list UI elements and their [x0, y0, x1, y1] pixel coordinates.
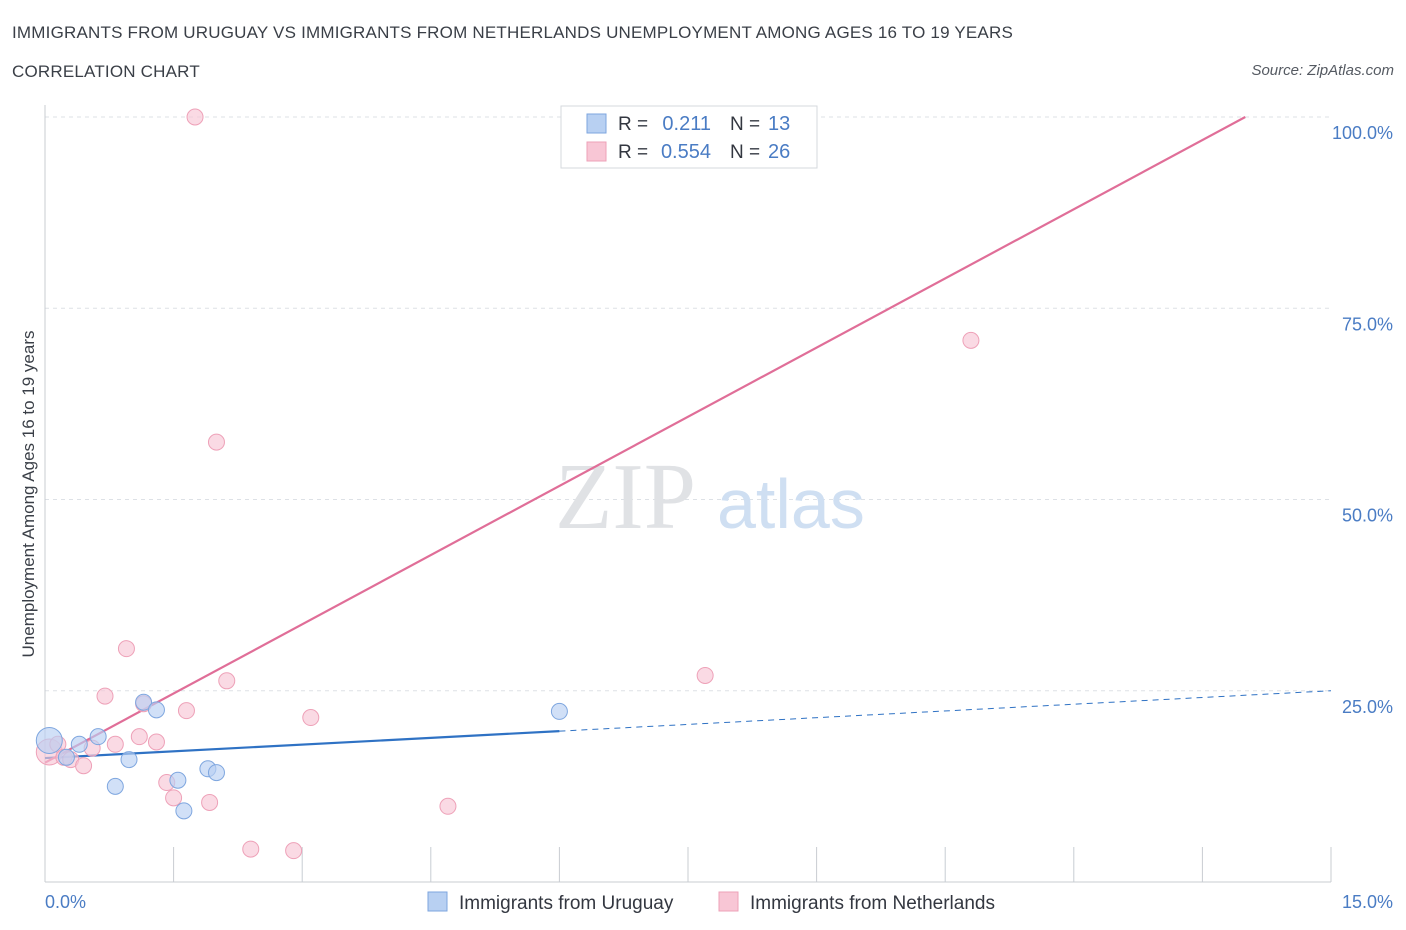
netherlands-point [696, 666, 714, 684]
stats-legend-swatch [586, 113, 607, 134]
uruguay-point [106, 777, 124, 795]
stats-legend-swatch [586, 141, 607, 162]
stats-legend: R = 0.211 N = 13 R = 0.554 N = 26 [560, 105, 818, 169]
bottom-legend: Immigrants from Uruguay Immigrants from N… [427, 891, 995, 914]
x-tick-label: 15.0% [1342, 892, 1393, 912]
y-tick-label: 50.0% [1342, 506, 1393, 526]
netherlands-point [106, 735, 124, 753]
netherlands-point [302, 709, 320, 727]
uruguay-point [147, 701, 165, 719]
uruguay-point [175, 802, 193, 820]
chart-subtitle: CORRELATION CHART [12, 62, 200, 81]
uruguay-point [120, 751, 138, 769]
netherlands-point [165, 789, 183, 807]
x-tick-label: 0.0% [45, 892, 86, 912]
uruguay-point [135, 693, 153, 711]
netherlands-point [177, 702, 195, 720]
uruguay-point [169, 771, 187, 789]
netherlands-point [75, 757, 93, 775]
netherlands-point [96, 687, 114, 705]
data-points [35, 108, 980, 860]
r-label: R = [618, 142, 648, 163]
chart-title: IMMIGRANTS FROM URUGUAY VS IMMIGRANTS FR… [12, 23, 1013, 42]
y-tick-label: 25.0% [1342, 697, 1393, 717]
netherlands-point [117, 640, 135, 658]
legend-label-netherlands: Immigrants from Netherlands [750, 893, 995, 914]
netherlands-point [962, 331, 980, 349]
watermark: ZIP atlas [555, 445, 865, 549]
netherlands-point [186, 108, 204, 126]
netherlands-point [147, 733, 165, 751]
uruguay-point [57, 748, 75, 766]
uruguay-point [207, 764, 225, 782]
uruguay-point [550, 702, 568, 720]
netherlands-point [207, 433, 225, 451]
netherlands-point [130, 728, 148, 746]
watermark-zip: ZIP [555, 445, 696, 549]
netherlands-point [242, 840, 260, 858]
uruguay-trend-line-extension [559, 690, 1332, 732]
legend-label-uruguay: Immigrants from Uruguay [459, 893, 674, 914]
uruguay-point [70, 735, 88, 753]
axes [44, 105, 1332, 883]
trend-lines [44, 116, 1332, 764]
watermark-atlas: atlas [717, 465, 865, 543]
uruguay-point [89, 728, 107, 746]
netherlands-point [439, 797, 457, 815]
y-tick-label: 100.0% [1332, 123, 1393, 143]
n-label: N = [730, 114, 760, 135]
r-value: 0.211 [662, 113, 711, 135]
tick-labels: 25.0% 50.0% 75.0% 100.0% 0.0% 15.0% [45, 123, 1393, 912]
legend-swatch-uruguay [427, 891, 448, 912]
netherlands-point [201, 793, 219, 811]
r-value: 0.554 [661, 141, 711, 163]
grid-lines [45, 116, 1331, 692]
y-axis-label: Unemployment Among Ages 16 to 19 years [19, 331, 38, 658]
source-label: Source: ZipAtlas.com [1251, 62, 1394, 79]
n-value: 26 [768, 141, 790, 163]
uruguay-point [35, 726, 63, 754]
r-label: R = [618, 114, 648, 135]
netherlands-point [218, 672, 236, 690]
netherlands-trend-line [44, 116, 1246, 764]
legend-swatch-netherlands [718, 891, 739, 912]
y-tick-label: 75.0% [1342, 314, 1393, 334]
netherlands-point [285, 842, 303, 860]
n-value: 13 [768, 113, 790, 135]
n-label: N = [730, 142, 760, 163]
